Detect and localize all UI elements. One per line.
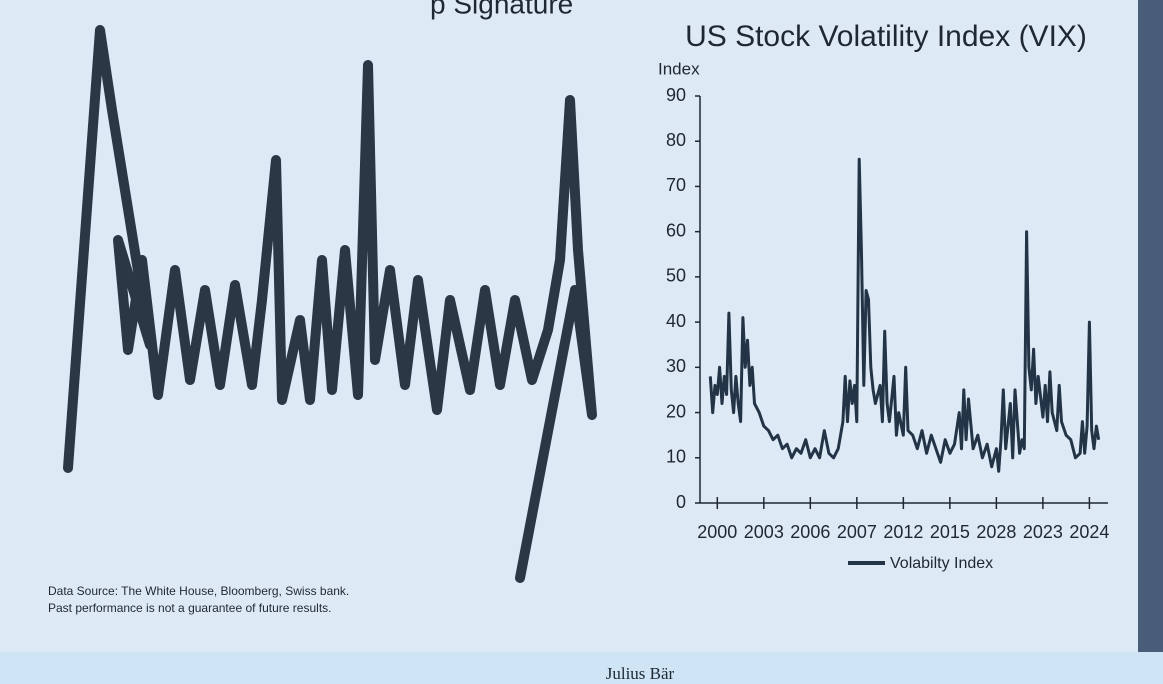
y-tick-label: 80 (666, 130, 686, 150)
brand: Julius Bär (606, 664, 675, 683)
signature (63, 25, 597, 583)
x-tick-label: 2024 (1069, 522, 1109, 542)
y-tick-label: 20 (666, 401, 686, 421)
legend-label: Volabilty Index (890, 555, 993, 572)
footnote: Past performance is not a guarantee of f… (48, 601, 332, 615)
left-title: p Signature (430, 0, 573, 19)
y-axis-label: Index (658, 59, 700, 78)
chart-title: US Stock Volatility Index (VIX) (685, 20, 1087, 53)
x-tick-label: 2012 (883, 522, 923, 542)
y-tick-label: 50 (666, 266, 686, 286)
x-tick-label: 2006 (790, 522, 830, 542)
data-line (708, 157, 1101, 473)
y-tick-label: 40 (666, 311, 686, 331)
y-tick-label: 70 (666, 175, 686, 195)
y-tick-label: 60 (666, 220, 686, 240)
y-tick-label: 0 (676, 492, 686, 512)
x-tick-label: 2000 (697, 522, 737, 542)
y-tick-label: 30 (666, 356, 686, 376)
x-tick-label: 2028 (976, 522, 1016, 542)
y-tick-label: 90 (666, 85, 686, 105)
x-tick-label: 2003 (744, 522, 784, 542)
y-tick-label: 10 (666, 447, 686, 467)
x-tick-label: 2007 (837, 522, 877, 542)
x-tick-label: 2015 (930, 522, 970, 542)
x-tick-label: 2023 (1023, 522, 1063, 542)
footnote: Data Source: The White House, Bloomberg,… (48, 584, 349, 598)
footer-band (0, 652, 1163, 684)
edge-strip (1138, 0, 1163, 652)
